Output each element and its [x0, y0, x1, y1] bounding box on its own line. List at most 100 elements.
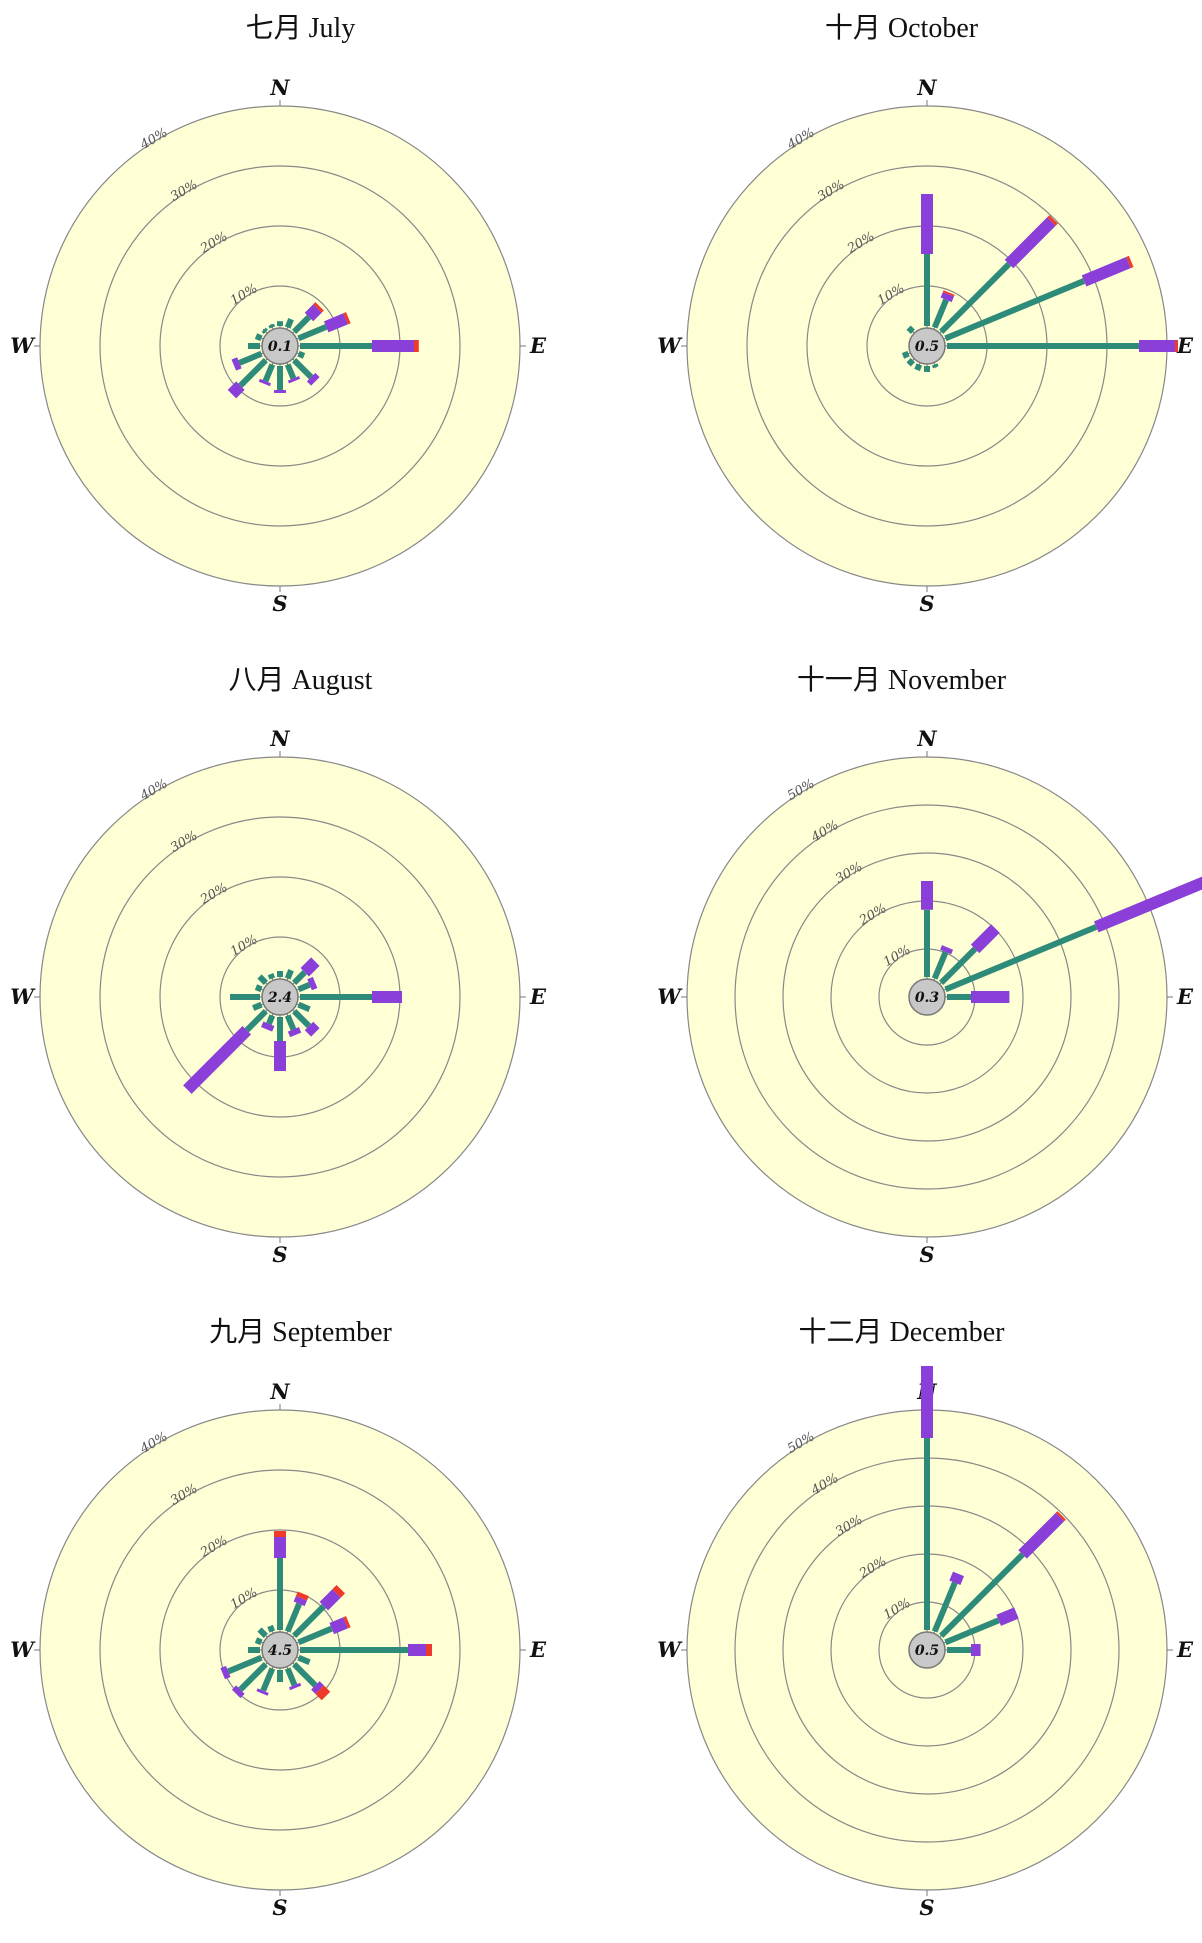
wind-bar-nne-bin1 — [931, 1581, 958, 1633]
wind-bar-sse-bin2 — [288, 1682, 302, 1691]
wind-bar-ene-bin2 — [1081, 257, 1131, 287]
wind-bar-se-bin2 — [311, 1681, 324, 1694]
wind-bar-ene-bin2 — [323, 313, 348, 333]
wind-bar-ese-bin1 — [297, 1001, 311, 1013]
wind-bar-wsw-bin1 — [238, 350, 263, 366]
wind-bar-wsw-bin2 — [220, 1665, 231, 1680]
wind-bar-nw-bin1 — [906, 325, 915, 334]
wind-bar-se-bin1 — [292, 1009, 312, 1029]
panel-august: 八月 August 10% 20% 30% 40% N E S W 2.4 — [0, 652, 601, 1291]
wind-bar-ssw-bin1 — [914, 363, 923, 372]
wind-bar-ene-bin3 — [1126, 255, 1134, 269]
wind-bar-nne-bin1 — [931, 950, 949, 980]
wind-bar-ne-bin3 — [313, 302, 324, 313]
rose-ring — [734, 804, 1120, 1190]
wind-bar-wsw-bin1 — [901, 350, 910, 359]
wind-bar-sse-bin2 — [287, 1027, 302, 1038]
calm-circle — [261, 327, 299, 365]
wind-bar-ne-bin1 — [939, 946, 978, 985]
panel-november: 十一月 November 10% 20% 30% 40% 50% N E S W 0.3 — [601, 652, 1202, 1291]
wind-bar-wnw-bin1 — [254, 984, 263, 993]
wind-bar-sse-bin1 — [284, 363, 297, 380]
wind-bar-nne-bin3 — [295, 1591, 309, 1601]
chart-title: 十二月 December — [798, 1317, 1005, 1348]
wind-bar-ene-bin1 — [944, 924, 1098, 993]
wind-bar-sse-bin1 — [284, 1667, 298, 1687]
wind-bar-ssw-bin1 — [260, 1667, 276, 1692]
wind-bar-sse-bin1 — [931, 363, 939, 369]
wind-bar-ese-bin1 — [297, 350, 306, 359]
wind-bar-nne-bin3 — [942, 290, 955, 297]
wind-bar-sw-bin1 — [244, 1009, 268, 1033]
wind-bar-ne-bin1 — [292, 314, 312, 334]
chart-title: 九月 September — [209, 1317, 392, 1348]
cardinal-s: S — [272, 591, 287, 616]
wind-bar-ne-bin1 — [292, 970, 307, 985]
wind-bar-ssw-bin1 — [262, 363, 276, 383]
wind-bar-nnw-bin1 — [267, 1624, 276, 1633]
wind-bar-sw-bin1 — [238, 1662, 268, 1692]
wind-bar-ne-bin1 — [939, 1552, 1025, 1638]
cardinal-s: S — [919, 1895, 934, 1920]
cardinal-s: S — [919, 591, 934, 616]
rose-ring — [99, 1469, 461, 1831]
cardinal-n: N — [916, 75, 937, 100]
rose-ring — [99, 816, 461, 1178]
wind-bar-se-bin1 — [292, 358, 314, 380]
calm-circle — [908, 1631, 946, 1669]
wind-bar-nw-bin1 — [257, 974, 268, 985]
wind-bar-ne-bin2 — [319, 1589, 341, 1611]
cardinal-e: E — [1176, 1637, 1194, 1662]
wind-bar-nne-bin1 — [284, 969, 294, 980]
rose-ring — [782, 852, 1072, 1142]
wind-bar-se-bin2 — [304, 1021, 320, 1037]
wind-bar-ene-bin1 — [297, 1625, 333, 1646]
wind-bar-sw-bin1 — [906, 358, 915, 367]
wind-bar-ene-bin1 — [297, 324, 328, 342]
cardinal-w: W — [657, 984, 683, 1009]
wind-bar-ene-bin3 — [343, 312, 351, 325]
wind-bar-wnw-bin1 — [254, 1637, 263, 1646]
wind-bar-ene-bin1 — [297, 981, 311, 993]
wind-bar-ne-bin3 — [1055, 1511, 1066, 1522]
cardinal-s: S — [272, 1895, 287, 1920]
cardinal-n: N — [916, 726, 937, 751]
chart-title: 十一月 November — [796, 665, 1007, 696]
wind-bar-ne-bin2 — [304, 304, 322, 322]
wind-bar-sse-bin2 — [287, 376, 301, 384]
wind-bar-ene-bin1 — [944, 1617, 1000, 1646]
wind-bar-ene-bin2 — [307, 976, 318, 991]
wind-bar-ne-bin1 — [292, 1604, 326, 1638]
calm-circle — [261, 978, 299, 1016]
wind-bar-se-bin1 — [292, 1662, 318, 1688]
cardinal-n: N — [269, 1379, 290, 1404]
wind-bar-ne-bin2 — [970, 924, 1000, 954]
cardinal-s: S — [272, 1242, 287, 1267]
wind-bar-wsw-bin1 — [252, 1001, 263, 1011]
wind-bar-ssw-bin1 — [266, 1014, 276, 1025]
wind-bar-ne-bin2 — [1004, 217, 1056, 269]
calm-circle — [908, 327, 946, 365]
wind-bar-ne-bin2 — [300, 957, 320, 977]
wind-bar-ene-bin1 — [944, 278, 1086, 342]
cardinal-w: W — [10, 333, 36, 358]
wind-bar-wnw-bin1 — [254, 333, 263, 342]
wind-bar-nne-bin1 — [931, 298, 949, 329]
wind-bar-nnw-bin1 — [268, 323, 276, 329]
wind-bar-ne-bin3 — [332, 1584, 346, 1598]
rose-ring — [99, 165, 461, 527]
cardinal-n: N — [269, 726, 290, 751]
wind-bar-sse-bin1 — [284, 1014, 297, 1031]
calm-circle — [261, 1631, 299, 1669]
chart-title: 八月 August — [228, 665, 373, 696]
calm-value: 4.5 — [268, 1643, 292, 1659]
wind-bar-nne-bin1 — [284, 318, 294, 329]
wind-bar-ne-bin2 — [1018, 1512, 1065, 1559]
wind-bar-ne-bin3 — [1047, 215, 1058, 226]
